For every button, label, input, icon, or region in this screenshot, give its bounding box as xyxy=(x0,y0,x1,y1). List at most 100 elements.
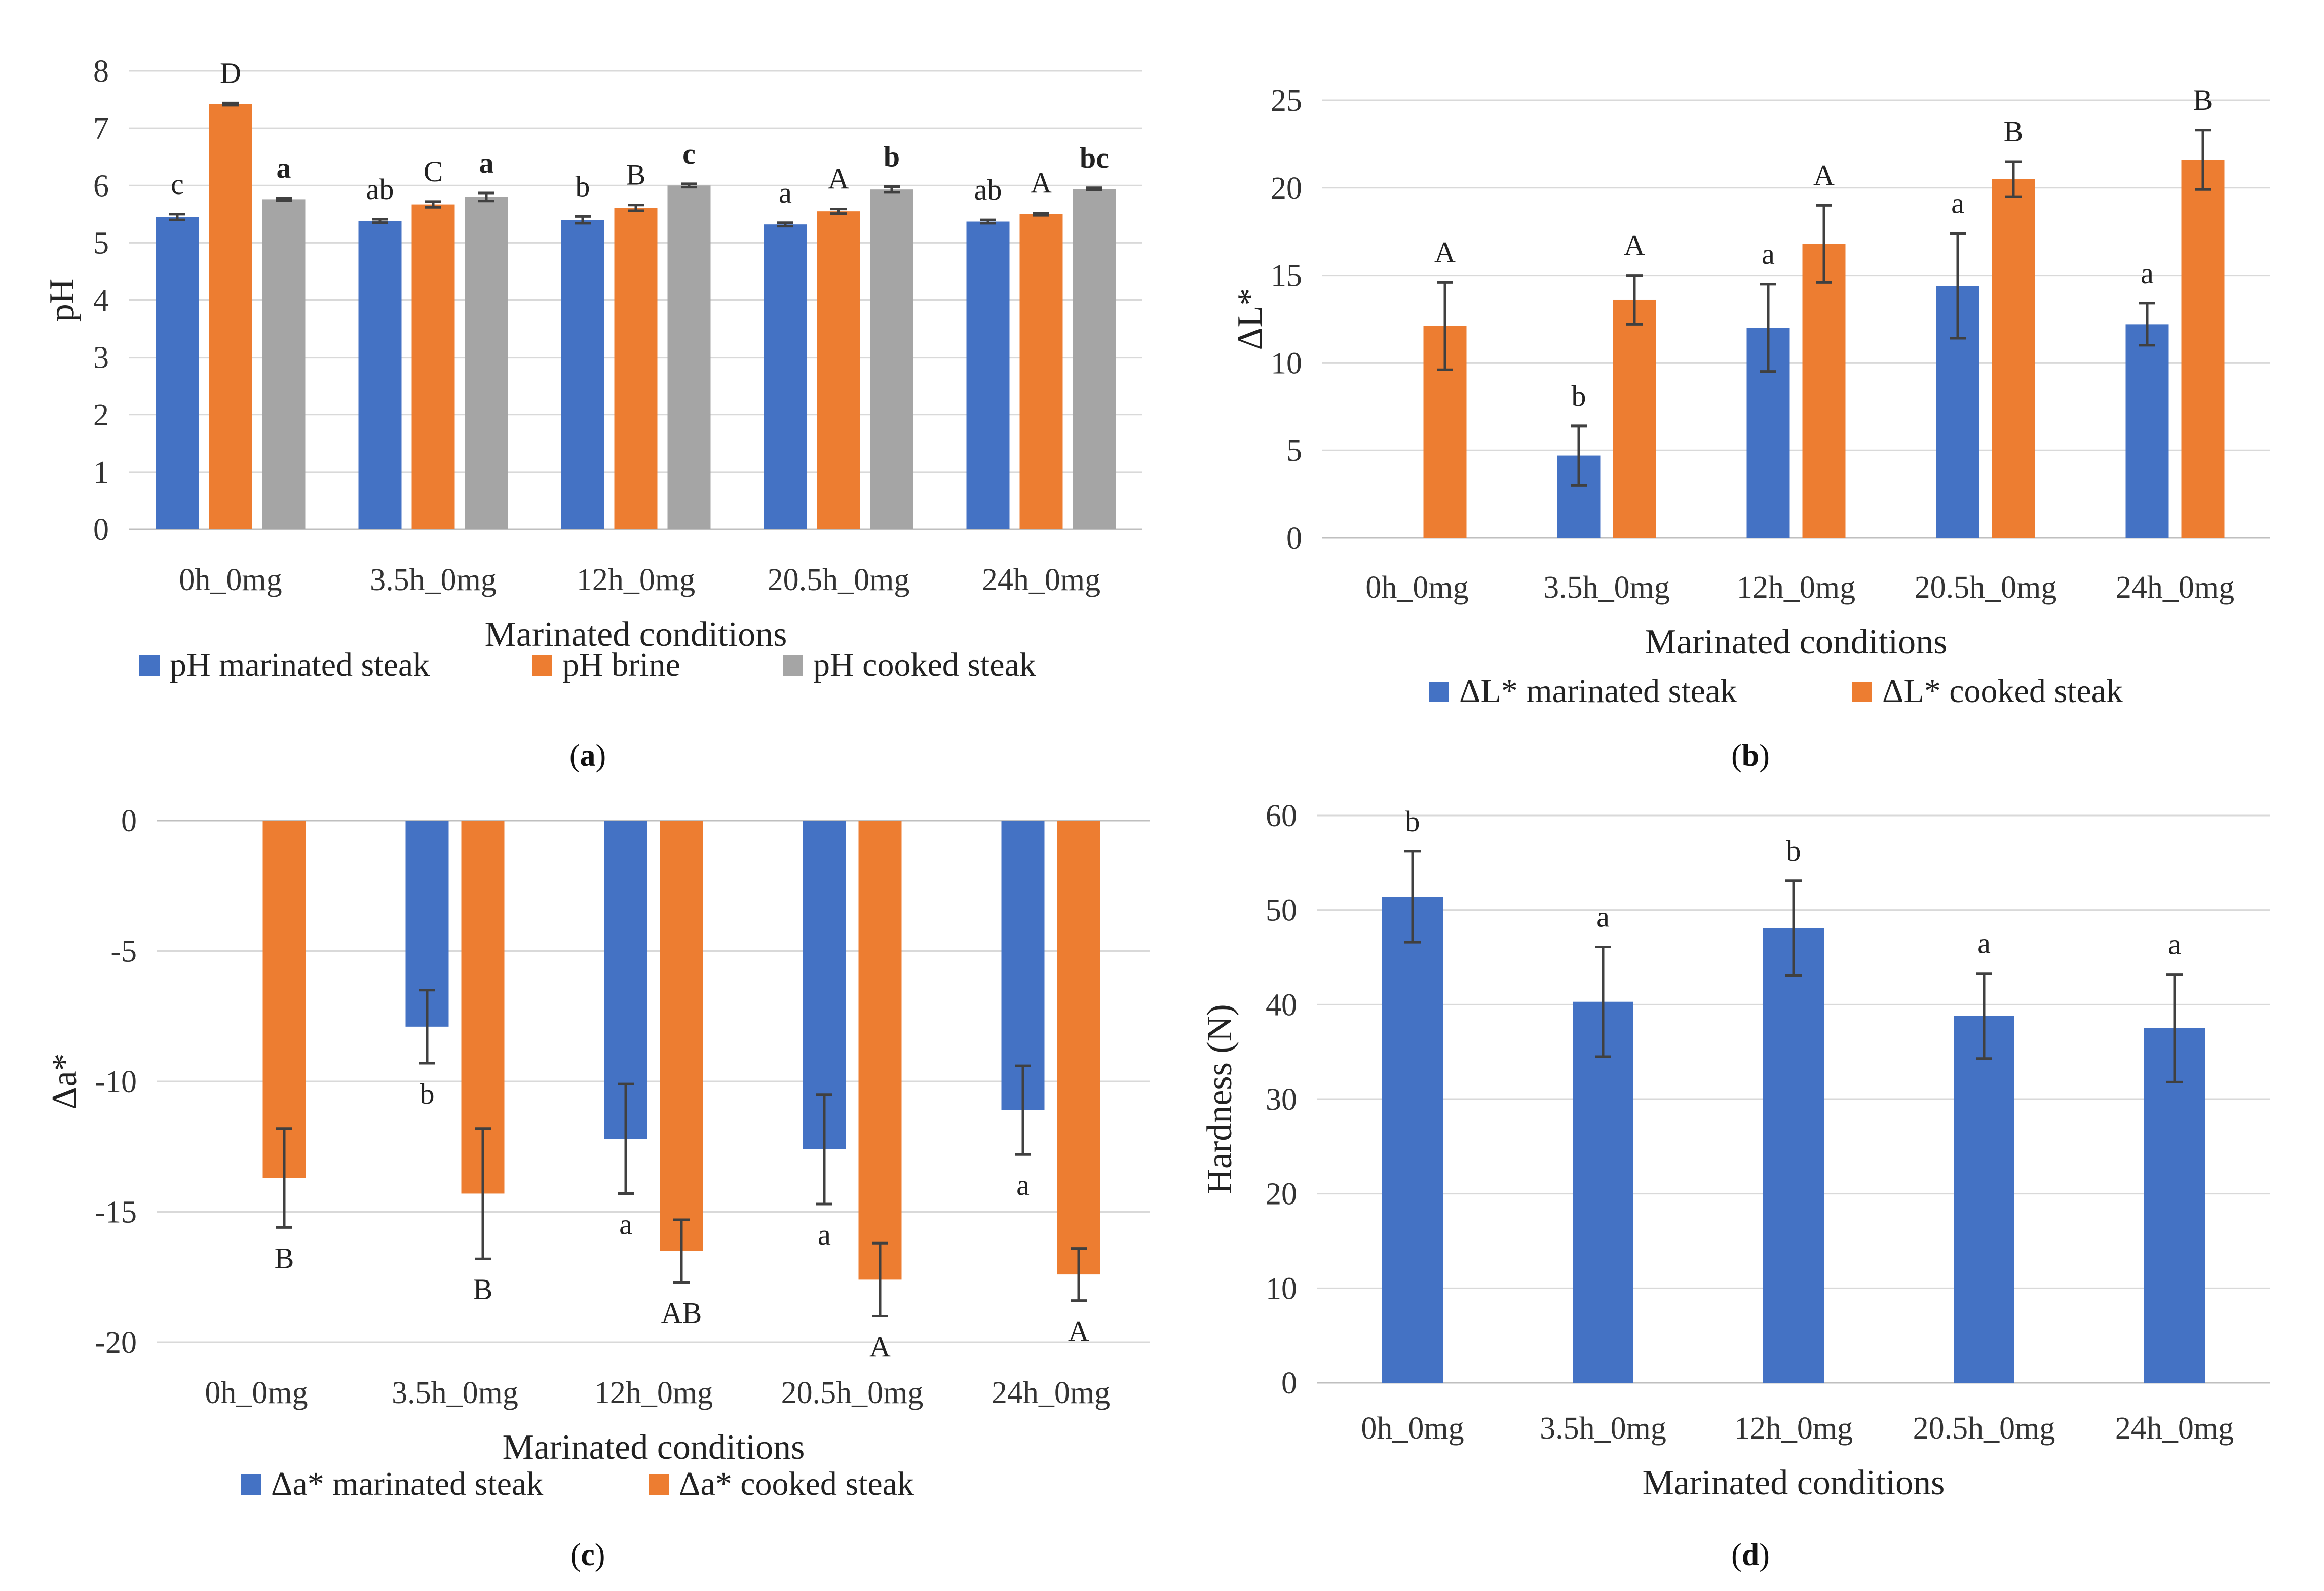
panel-c-a-cooked-steak-24h-0mg-bar xyxy=(1057,821,1100,1275)
panel-b-ytick-label: 25 xyxy=(1271,84,1302,118)
panel-a-xtick-label: 20.5h_0mg xyxy=(768,563,910,597)
panel-b-l-cooked-steak-20-5h-0mg-bar xyxy=(1992,179,2035,538)
panel-a-legend-label-ph-cooked-steak: pH cooked steak xyxy=(813,646,1036,683)
panel-c-legend-swatch-a-marinated-steak xyxy=(241,1474,261,1495)
panel-c-a-cooked-steak-12h-0mg-bar xyxy=(660,821,703,1251)
panel-d-series-12h-0mg-significance-label: b xyxy=(1786,834,1801,867)
panel-a-ytick-label: 5 xyxy=(93,226,109,260)
panel-a-legend-swatch-ph-cooked-steak xyxy=(783,655,803,676)
panel-c-xtick-label: 24h_0mg xyxy=(992,1376,1110,1410)
panel-b-xtick-label: 3.5h_0mg xyxy=(1543,570,1670,605)
panel-d-series-0h-0mg-bar xyxy=(1382,897,1443,1383)
panel-c-a-marinated-steak-24h-0mg-bar xyxy=(1001,821,1045,1110)
panel-b-l-marinated-steak-20-5h-0mg-significance-label: a xyxy=(1951,187,1964,220)
panel-c-a-cooked-steak-0h-0mg-bar xyxy=(262,821,306,1178)
panel-a-ytick-label: 6 xyxy=(93,169,109,203)
panel-c-ytick-label: -5 xyxy=(110,935,137,969)
panel-d-ytick-label: 60 xyxy=(1266,799,1297,833)
panel-a-ph-cooked-steak-3-5h-0mg-bar xyxy=(465,197,508,529)
panel-d-series-0h-0mg-significance-label: b xyxy=(1405,805,1420,838)
panel-a-ph-marinated-steak-3-5h-0mg-significance-label: ab xyxy=(366,173,394,206)
panel-a-ph-cooked-steak-24h-0mg-significance-label: bc xyxy=(1080,141,1109,174)
panel-c-xtick-label: 3.5h_0mg xyxy=(392,1376,518,1410)
panel-a-ph-brine-3-5h-0mg-significance-label: C xyxy=(424,155,443,188)
panel-b-legend-swatch-l-marinated-steak xyxy=(1429,682,1449,702)
panel-a-ph-brine-0h-0mg-bar xyxy=(209,104,252,530)
panel-d-ytick-label: 50 xyxy=(1266,894,1297,928)
panel-b-l-marinated-steak-3-5h-0mg-significance-label: b xyxy=(1572,379,1586,412)
panel-c-legend-label-a-cooked-steak: Δa* cooked steak xyxy=(679,1465,914,1502)
panel-c-tag: (c) xyxy=(570,1538,605,1572)
panel-a-ph-cooked-steak-12h-0mg-bar xyxy=(667,185,711,529)
panel-a-ytick-label: 3 xyxy=(93,341,109,375)
panel-c-xtick-label: 20.5h_0mg xyxy=(781,1376,924,1410)
panel-a-ytick-label: 1 xyxy=(93,455,109,490)
panel-a-ph-marinated-steak-3-5h-0mg-bar xyxy=(358,221,402,529)
panel-d-xtick-label: 24h_0mg xyxy=(2115,1411,2234,1446)
panel-b-l-cooked-steak-3-5h-0mg-significance-label: A xyxy=(1624,229,1645,262)
panel-b-ytick-label: 15 xyxy=(1271,259,1302,293)
panel-b-ytick-label: 20 xyxy=(1271,171,1302,206)
panel-d-xtick-label: 20.5h_0mg xyxy=(1913,1411,2055,1446)
panel-a-ph-brine-12h-0mg-bar xyxy=(614,208,658,529)
panel-b-l-cooked-steak-20-5h-0mg-significance-label: B xyxy=(2004,115,2024,148)
panel-d-series-24h-0mg-significance-label: a xyxy=(2168,928,2181,961)
panel-d-series-20-5h-0mg-bar xyxy=(1954,1016,2014,1383)
panel-d-series-12h-0mg-bar xyxy=(1763,928,1824,1383)
panel-b-ytick-label: 0 xyxy=(1286,521,1302,556)
panel-a-ph-cooked-steak-12h-0mg-significance-label: c xyxy=(682,137,696,170)
panel-a-ytick-label: 2 xyxy=(93,398,109,433)
panel-a-ph-marinated-steak-24h-0mg-significance-label: ab xyxy=(974,173,1002,206)
panel-c-a-cooked-steak-3-5h-0mg-significance-label: B xyxy=(473,1273,493,1306)
panel-d-ytick-label: 20 xyxy=(1266,1177,1297,1212)
panel-d-series-20-5h-0mg-significance-label: a xyxy=(1977,927,1991,960)
panel-a-legend-label-ph-marinated-steak: pH marinated steak xyxy=(170,646,430,683)
panel-a-tag: (a) xyxy=(569,739,606,773)
panel-c-chart: -20 -15 -10 -5 0 0h_0mg B 3.5h_0mg b B 12h_0mg a AB 2… xyxy=(45,804,1150,1502)
panel-a-ph-cooked-steak-20-5h-0mg-significance-label: b xyxy=(884,140,900,173)
panel-b-l-cooked-steak-24h-0mg-significance-label: B xyxy=(2193,84,2213,117)
panel-b-ytick-label: 10 xyxy=(1271,346,1302,380)
panel-a-ph-marinated-steak-12h-0mg-bar xyxy=(561,220,604,529)
panel-a-ytick-label: 4 xyxy=(93,284,109,318)
panel-a-ph-marinated-steak-0h-0mg-bar xyxy=(156,217,199,529)
panel-d-ytick-label: 40 xyxy=(1266,988,1297,1022)
panel-b-y-axis-title: ΔL* xyxy=(1231,288,1270,351)
panel-d-xtick-label: 12h_0mg xyxy=(1734,1411,1853,1446)
panel-a-ph-cooked-steak-24h-0mg-bar xyxy=(1073,189,1116,530)
panel-a-xtick-label: 12h_0mg xyxy=(577,563,695,597)
panel-b-l-cooked-steak-3-5h-0mg-bar xyxy=(1613,299,1656,538)
panel-a-ph-cooked-steak-3-5h-0mg-significance-label: a xyxy=(479,146,494,179)
panel-a-ytick-label: 0 xyxy=(93,513,109,547)
panel-a-ph-brine-24h-0mg-bar xyxy=(1019,214,1063,529)
panel-a-ph-marinated-steak-0h-0mg-significance-label: c xyxy=(171,168,184,201)
panel-a-legend-swatch-ph-marinated-steak xyxy=(139,655,160,676)
panel-c-a-cooked-steak-20-5h-0mg-significance-label: A xyxy=(869,1331,891,1364)
panel-b-ytick-label: 5 xyxy=(1286,434,1302,468)
panel-a-legend-swatch-ph-brine xyxy=(532,655,552,676)
panel-c-ytick-label: -15 xyxy=(95,1195,137,1230)
panel-d-y-axis-title: Hardness (N) xyxy=(1200,1004,1239,1194)
panel-c-a-marinated-steak-3-5h-0mg-significance-label: b xyxy=(420,1077,435,1110)
panel-c-legend-label-a-marinated-steak: Δa* marinated steak xyxy=(271,1465,543,1502)
panel-c-ytick-label: -10 xyxy=(95,1065,137,1099)
panel-c-a-marinated-steak-12h-0mg-significance-label: a xyxy=(619,1208,632,1240)
panel-b-xtick-label: 24h_0mg xyxy=(2116,570,2234,605)
panel-b-l-cooked-steak-0h-0mg-significance-label: A xyxy=(1434,236,1456,268)
panel-b-chart: 0 5 10 15 20 25 0h_0mg A 3.5h_0mg b A 12h_0mg a A 20.5… xyxy=(1231,84,2270,710)
panel-a-ph-brine-0h-0mg-significance-label: D xyxy=(220,56,241,89)
panel-c-xtick-label: 0h_0mg xyxy=(205,1376,308,1410)
panel-c-y-axis-title: Δa* xyxy=(45,1053,84,1109)
panel-b-l-marinated-steak-12h-0mg-significance-label: a xyxy=(1762,238,1775,270)
panel-b-xtick-label: 0h_0mg xyxy=(1365,570,1468,605)
panel-a-ytick-label: 8 xyxy=(93,54,109,89)
panel-b-tag: (b) xyxy=(1731,739,1770,773)
panel-c-legend-swatch-a-cooked-steak xyxy=(649,1474,669,1495)
panel-c-a-marinated-steak-24h-0mg-significance-label: a xyxy=(1016,1169,1030,1201)
panel-c-a-cooked-steak-12h-0mg-significance-label: AB xyxy=(661,1297,702,1330)
panel-b-l-marinated-steak-24h-0mg-bar xyxy=(2125,324,2169,538)
panel-a-xtick-label: 3.5h_0mg xyxy=(370,563,497,597)
panel-a-ph-cooked-steak-0h-0mg-significance-label: a xyxy=(277,151,291,184)
panel-c-xtick-label: 12h_0mg xyxy=(594,1376,713,1410)
